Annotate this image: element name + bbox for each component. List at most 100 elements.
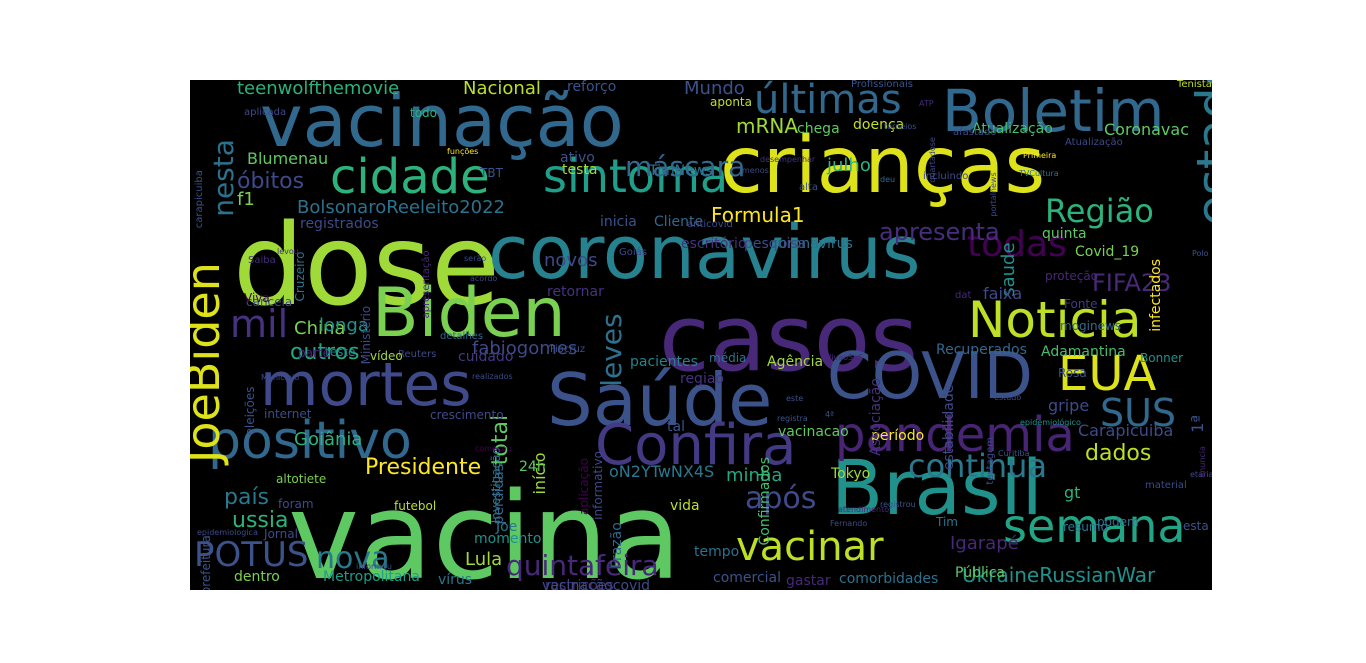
- cloud-word: Noticia: [968, 291, 1142, 349]
- cloud-word: leves: [595, 313, 628, 387]
- cloud-word: aplicada: [244, 107, 287, 118]
- cloud-word: mortes: [260, 350, 472, 420]
- cloud-word: quinta: [1042, 226, 1087, 242]
- cloud-word: futebol: [394, 499, 437, 513]
- cloud-word: Recuperados: [936, 342, 1027, 358]
- cloud-word: reforço: [567, 80, 617, 95]
- cloud-word: pandemia: [835, 407, 1075, 463]
- cloud-word: média: [709, 351, 747, 365]
- cloud-word: vacinacao: [778, 424, 849, 440]
- cloud-word: Tim: [936, 515, 958, 529]
- cloud-word: dat: [955, 290, 972, 301]
- cloud-word: Igarapé: [950, 533, 1019, 554]
- cloud-word: infectados: [1148, 258, 1164, 332]
- cloud-word: Carapicuiba: [1078, 421, 1174, 440]
- cloud-word: internet: [264, 407, 312, 421]
- cloud-word: 1ª: [1188, 415, 1207, 433]
- cloud-word: testa: [562, 162, 598, 178]
- cloud-word: máscara: [625, 150, 746, 183]
- cloud-word: vacina: [288, 468, 682, 591]
- cloud-word: Tokyo: [831, 466, 871, 482]
- cloud-word: regiao: [680, 371, 724, 387]
- cloud-word: registrou: [880, 500, 916, 509]
- cloud-word: mRNA: [736, 114, 799, 138]
- cloud-word: gastar: [786, 573, 831, 589]
- cloud-word: etaria: [1190, 470, 1212, 479]
- cloud-word: Saúde: [547, 358, 773, 442]
- cloud-word: menos: [742, 166, 769, 175]
- cloud-word: atendimento: [838, 505, 890, 514]
- cloud-word: Jornal: [264, 527, 298, 541]
- cloud-word: Bonner: [1140, 351, 1184, 365]
- cloud-word: portalnews: [989, 172, 998, 217]
- cloud-word: outros: [290, 340, 360, 365]
- cloud-word: JoeBiden: [190, 262, 230, 464]
- cloud-word: torneios: [884, 122, 917, 131]
- cloud-word: ATP: [919, 99, 934, 108]
- cloud-word: Tenistas: [1177, 80, 1212, 90]
- cloud-word: Região: [1045, 192, 1154, 230]
- cloud-word: período: [871, 428, 925, 444]
- cloud-word: todas: [967, 224, 1067, 265]
- cloud-word: doença: [853, 117, 905, 133]
- cloud-word: coronavirus: [771, 236, 853, 252]
- cloud-word: material: [1145, 480, 1187, 491]
- cloud-word: Agência: [767, 354, 824, 370]
- cloud-word: TVCultura: [1019, 169, 1059, 178]
- cloud-word: começou: [475, 444, 512, 453]
- cloud-word: Adamantina: [1041, 344, 1126, 360]
- cloud-word: POTUS: [194, 535, 309, 575]
- cloud-word: Profissionais: [851, 80, 913, 90]
- cloud-word: afastado: [953, 127, 997, 138]
- cloud-word: Associação: [868, 378, 884, 456]
- cloud-word: TBT: [480, 166, 503, 180]
- cloud-word: anticovid: [687, 219, 733, 230]
- cloud-word: Formula1: [711, 203, 805, 227]
- cloud-word: vacinaçãocovid: [542, 578, 651, 590]
- cloud-word: país: [224, 485, 270, 510]
- cloud-word: eleições: [243, 386, 257, 436]
- cloud-word: novos: [544, 250, 598, 271]
- cloud-word: fabiogomes: [472, 338, 578, 359]
- cloud-word: óbitos: [237, 169, 305, 194]
- cloud-word: TimNews: [649, 163, 713, 179]
- cloud-word: este: [786, 394, 804, 403]
- cloud-word: Confira: [595, 413, 797, 478]
- cloud-word: informou: [356, 562, 392, 571]
- cloud-word: positivo: [208, 411, 412, 471]
- cloud-word: Cliente: [654, 214, 704, 230]
- cloud-word: Brasil: [831, 443, 1043, 532]
- cloud-word: Coronavac: [1104, 120, 1189, 139]
- cloud-word: teste: [325, 345, 356, 359]
- cloud-word: minha: [726, 465, 783, 486]
- cloud-word: vírus: [438, 572, 473, 588]
- cloud-word: Boletim: [942, 80, 1165, 145]
- cloud-word: prefeitura: [199, 535, 213, 590]
- cloud-word: informativo: [591, 451, 605, 520]
- cloud-word: VivaoSuS: [826, 353, 864, 362]
- cloud-word: quintafeira: [506, 549, 659, 582]
- cloud-word: carapicuiba: [194, 170, 205, 229]
- cloud-word: Primeira: [1023, 151, 1057, 160]
- cloud-word: registrados: [300, 216, 379, 232]
- cloud-word: FIFA23: [1092, 269, 1172, 297]
- cloud-word: Atualização: [972, 121, 1053, 137]
- cloud-word: epidemiológico: [1020, 418, 1081, 427]
- cloud-word: tal: [667, 419, 685, 435]
- cloud-word: Fiocruz: [550, 344, 586, 355]
- cloud-word: Goiânia: [294, 429, 363, 450]
- cloud-word: anuncia: [1198, 446, 1207, 478]
- cloud-word: ussia: [232, 508, 289, 533]
- cloud-word: gripe: [1048, 396, 1090, 415]
- cloud-word: escritório: [681, 236, 747, 252]
- cloud-word: oN2YTwNX4S: [609, 462, 715, 481]
- cloud-word: estudo: [994, 393, 1022, 402]
- cloud-word: vacinação: [260, 80, 624, 163]
- cloud-word: estado: [1186, 80, 1212, 226]
- cloud-word: resumo: [1063, 520, 1108, 534]
- cloud-word: momento: [474, 531, 542, 547]
- cloud-word: podem: [1097, 515, 1139, 529]
- cloud-word: dentro: [234, 569, 280, 585]
- cloud-word: faixa: [983, 284, 1023, 303]
- cloud-word: UkraineRussianWar: [962, 563, 1156, 587]
